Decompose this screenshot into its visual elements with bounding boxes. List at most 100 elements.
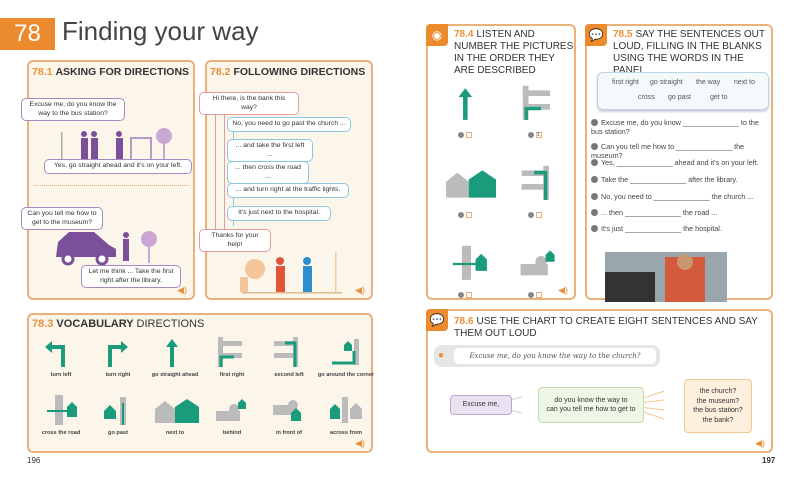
vocab-label: go straight ahead [151,372,199,378]
exercise-title: LISTEN AND NUMBER THE PICTURES IN THE OR… [454,29,574,76]
divider [34,185,189,186]
picture-A [458,88,473,120]
option-letter [528,292,534,298]
answer-checkbox[interactable] [536,292,542,298]
vocab-icon-go-past [104,397,126,425]
vocab-label: go around the corner [317,372,375,378]
answer-bubble: ... and turn right at the traffic lights… [227,183,349,198]
listen-icon: ◉ [426,24,448,46]
vocab-icon-go-straight-ahead [166,339,178,367]
chart-option: the museum? [696,397,740,405]
vocab-icon-next-to [155,399,199,423]
vocab-label: across from [329,430,363,436]
chart-box-start: Excuse me, [450,395,512,415]
sentence-text: ... then ______________ the road ... [601,208,718,217]
word: next to [734,79,756,86]
option-B[interactable]: 1 [528,132,542,138]
option-letter [528,212,534,218]
option-F[interactable] [528,292,542,298]
word: the way [696,79,721,86]
option-letter [458,132,464,138]
answer-checkbox[interactable] [536,212,542,218]
exercise-number: 78.3 [32,318,54,330]
number-badge [591,143,598,150]
word: get to [710,94,728,101]
sentence-3: Yes, ______________ ahead and it's on yo… [591,158,769,167]
vocab-label: second left [274,372,304,378]
exercise-78-2: 78.2 FOLLOWING DIRECTIONS Hi there, is th… [199,60,373,300]
number-badge [591,176,598,183]
number-badge [591,193,598,200]
number-badge [591,225,598,232]
vocab-icon-cross-the-road [47,395,77,425]
exercise-title: SAY THE SENTENCES OUT LOUD, FILLING IN T… [613,29,765,76]
exercise-number: 78.1 [32,66,53,78]
chart-box-middle: do you know the way to can you tell me ho… [538,387,644,423]
sentence-2: Can you tell me how to ______________ th… [591,142,769,160]
audio-icon[interactable]: ◀) [177,285,187,295]
option-D[interactable] [528,212,542,218]
vocab-icon-turn-right [108,341,128,367]
sentence-text: Yes, ______________ ahead and it's on yo… [601,158,759,167]
page-title: Finding your way [62,16,259,46]
picture-D [521,165,549,200]
chart-option: do you know the way to [554,396,628,404]
option-A[interactable] [458,132,472,138]
option-E[interactable] [458,292,472,298]
exercise-title: USE THE CHART TO CREATE EIGHT SENTENCES … [454,316,758,339]
word: cross [638,94,655,101]
page-number-right: 197 [762,456,776,465]
picture-B [522,85,551,120]
vocab-label: go past [108,430,128,436]
exercise-number: 78.2 [210,66,231,78]
people-illustration [240,252,342,294]
answer-checkbox[interactable] [466,292,472,298]
sentence-text: No, you need to ______________ the churc… [601,192,754,201]
head-icon: ● [438,350,445,361]
audio-icon[interactable]: ◀) [355,285,365,295]
sentence-text: It's just ______________ the hospital. [601,224,722,233]
word: first right [612,79,639,86]
answer-checkbox[interactable] [466,132,472,138]
connector-line [215,100,225,234]
photo-man-in-car [605,252,727,302]
vocab-label: in front of [275,430,303,436]
sentence-1: Excuse me, do you know ______________ to… [591,118,769,136]
vocab-label: cross the road [41,430,81,436]
answer-checkbox[interactable]: 1 [536,132,542,138]
option-letter [528,132,534,138]
vocab-icon-across-from [330,397,362,423]
audio-icon[interactable]: ◀) [558,285,568,295]
exercise-title: FOLLOWING DIRECTIONS [233,66,366,78]
answer-bubble: It's just next to the hospital. [227,206,331,221]
picture-C [446,170,496,198]
speech-bubble: Can you tell me how to get to the museum… [21,207,103,230]
chart-option: can you tell me how to get to [546,406,636,413]
picture-F [520,250,555,276]
word: go straight [650,79,683,86]
speech-bubble: Excuse me, do you know the way to the bu… [21,98,125,121]
audio-icon[interactable]: ◀) [755,438,765,448]
page-number-left: 196 [27,456,41,465]
example-box: ● Excuse me, do you know the way to the … [434,345,660,367]
word-panel: first right go straight the way next to … [597,72,769,110]
audio-icon[interactable]: ◀) [355,438,365,448]
exercise-title: VOCABULARY [56,318,134,330]
sentence-text: Excuse me, do you know ______________ to… [591,118,759,136]
unit-number: 78 [0,18,55,50]
vocab-label: behind [222,430,242,436]
answer-checkbox[interactable] [466,212,472,218]
example-sentence: Excuse me, do you know the way to the ch… [454,348,656,364]
exercise-78-5: 💬 78.5 SAY THE SENTENCES OUT LOUD, FILLIN… [585,24,773,302]
vocab-icon-behind [216,399,246,421]
exercise-number: 78.5 [613,29,633,40]
number-badge [591,209,598,216]
sentence-5: No, you need to ______________ the churc… [591,192,769,201]
vocab-icon-turn-left [45,341,65,367]
vocab-icon-first-right [218,337,242,367]
number-badge [591,119,598,126]
sentence-6: ... then ______________ the road ... [591,208,769,217]
option-C[interactable] [458,212,472,218]
option-letter [458,212,464,218]
word: go past [668,94,691,101]
